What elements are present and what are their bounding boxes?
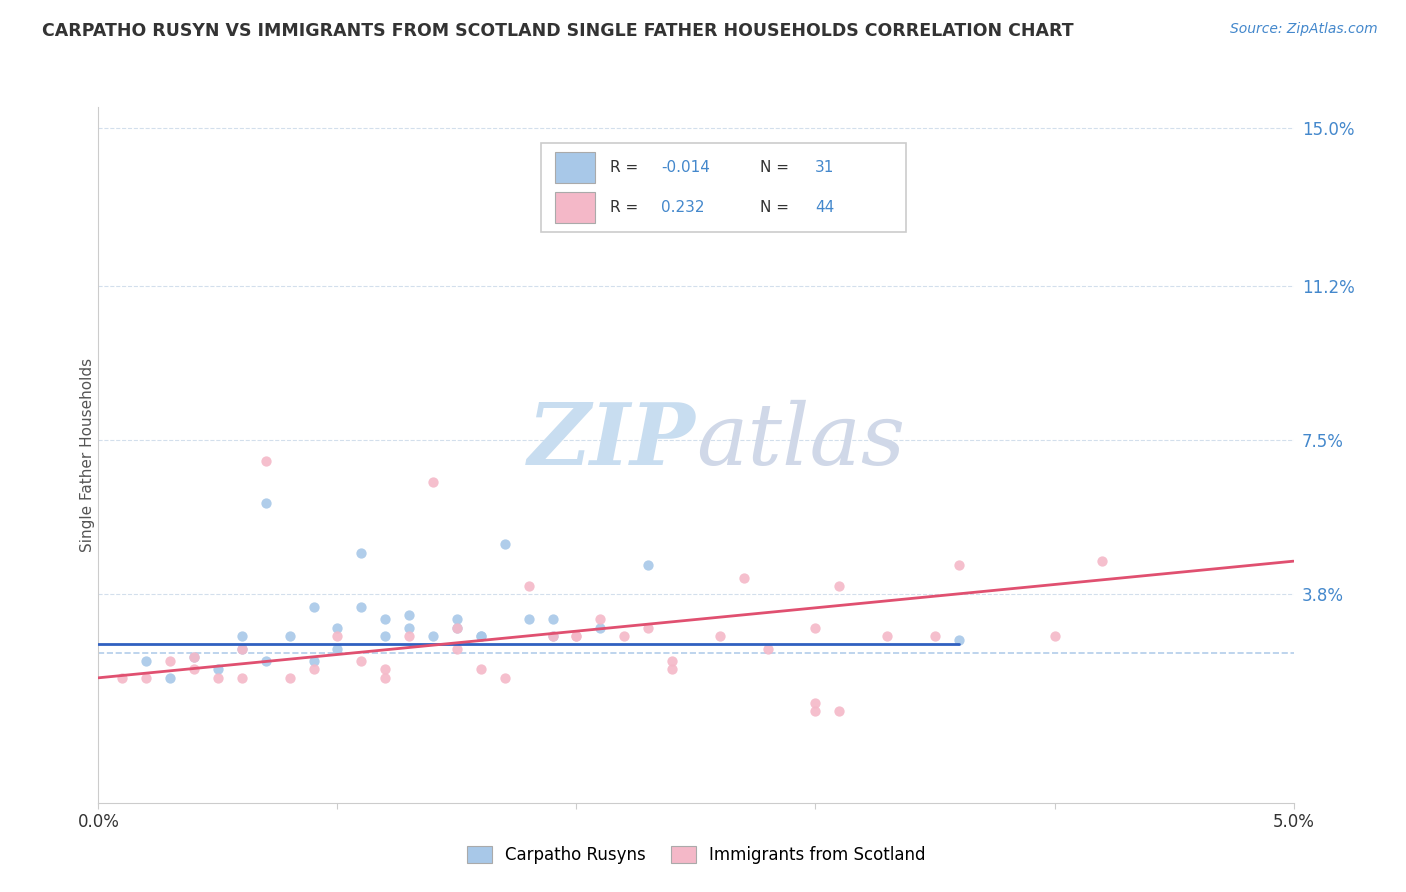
Point	[278, 671, 301, 685]
Point	[302, 599, 325, 614]
Point	[422, 629, 444, 643]
Point	[804, 696, 827, 710]
Point	[613, 629, 636, 643]
Point	[135, 654, 157, 668]
Point	[278, 629, 301, 643]
Point	[254, 454, 277, 468]
Text: N =: N =	[761, 200, 789, 215]
Point	[709, 629, 731, 643]
Point	[350, 654, 373, 668]
Point	[326, 641, 349, 656]
Point	[350, 546, 373, 560]
Point	[446, 621, 468, 635]
Point	[183, 650, 205, 665]
Point	[231, 671, 253, 685]
Point	[589, 621, 612, 635]
Text: Source: ZipAtlas.com: Source: ZipAtlas.com	[1230, 22, 1378, 37]
Point	[374, 629, 396, 643]
Text: 0.232: 0.232	[661, 200, 704, 215]
Point	[565, 629, 588, 643]
Point	[661, 663, 683, 677]
Point	[517, 612, 540, 626]
Point	[470, 663, 492, 677]
Point	[302, 663, 325, 677]
Point	[254, 654, 277, 668]
Point	[756, 641, 779, 656]
Point	[565, 629, 588, 643]
Point	[135, 671, 157, 685]
Point	[231, 629, 253, 643]
Point	[446, 641, 468, 656]
Point	[948, 633, 970, 648]
Point	[924, 629, 946, 643]
Point	[159, 654, 181, 668]
Point	[398, 629, 420, 643]
Point	[828, 704, 851, 718]
Point	[517, 579, 540, 593]
Point	[804, 621, 827, 635]
Point	[374, 671, 396, 685]
Point	[948, 558, 970, 573]
FancyBboxPatch shape	[540, 143, 907, 232]
Point	[398, 608, 420, 623]
Text: -0.014: -0.014	[661, 160, 710, 175]
Point	[637, 621, 659, 635]
Point	[302, 654, 325, 668]
Y-axis label: Single Father Households: Single Father Households	[80, 358, 94, 552]
Point	[446, 621, 468, 635]
Text: R =: R =	[610, 200, 638, 215]
Point	[804, 704, 827, 718]
Point	[422, 475, 444, 489]
Legend: Carpatho Rusyns, Immigrants from Scotland: Carpatho Rusyns, Immigrants from Scotlan…	[460, 839, 932, 871]
Point	[159, 671, 181, 685]
Point	[374, 612, 396, 626]
Point	[494, 671, 516, 685]
Point	[541, 629, 564, 643]
Text: R =: R =	[610, 160, 638, 175]
Text: ZIP: ZIP	[529, 400, 696, 483]
Point	[446, 612, 468, 626]
Point	[374, 663, 396, 677]
Point	[876, 629, 898, 643]
Point	[207, 671, 229, 685]
Bar	[555, 192, 596, 223]
Point	[231, 641, 253, 656]
Point	[111, 671, 134, 685]
Point	[398, 621, 420, 635]
Point	[207, 663, 229, 677]
Point	[541, 612, 564, 626]
Bar	[555, 152, 596, 183]
Point	[637, 558, 659, 573]
Point	[733, 571, 755, 585]
Text: atlas: atlas	[696, 400, 905, 483]
Point	[231, 641, 253, 656]
Text: 31: 31	[815, 160, 834, 175]
Point	[1043, 629, 1066, 643]
Point	[183, 650, 205, 665]
Point	[326, 629, 349, 643]
Point	[494, 537, 516, 551]
Point	[350, 599, 373, 614]
Point	[254, 496, 277, 510]
Point	[326, 621, 349, 635]
Point	[661, 654, 683, 668]
Point	[828, 579, 851, 593]
Point	[1091, 554, 1114, 568]
Point	[183, 663, 205, 677]
Text: 44: 44	[815, 200, 834, 215]
Point	[589, 612, 612, 626]
Point	[470, 629, 492, 643]
Point	[470, 629, 492, 643]
Text: CARPATHO RUSYN VS IMMIGRANTS FROM SCOTLAND SINGLE FATHER HOUSEHOLDS CORRELATION : CARPATHO RUSYN VS IMMIGRANTS FROM SCOTLA…	[42, 22, 1074, 40]
Point	[541, 629, 564, 643]
Text: N =: N =	[761, 160, 789, 175]
